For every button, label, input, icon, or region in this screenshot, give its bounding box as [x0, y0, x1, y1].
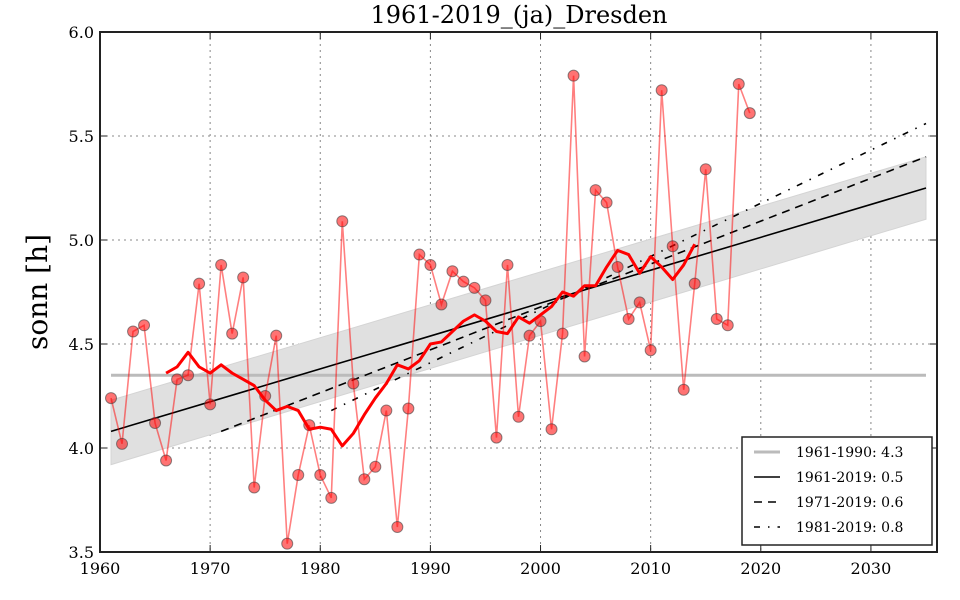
- x-tick-label: 2020: [740, 559, 781, 578]
- trend-lines: [110, 122, 927, 433]
- data-point: [589, 184, 602, 197]
- data-point: [105, 392, 118, 405]
- data-point: [237, 271, 250, 284]
- data-point: [479, 294, 492, 307]
- y-tick-label: 4.5: [69, 335, 94, 354]
- data-point: [699, 163, 712, 176]
- data-point: [688, 277, 701, 290]
- data-point: [622, 313, 635, 326]
- x-tick-label: 1990: [410, 559, 451, 578]
- data-point: [677, 383, 690, 396]
- axes-frame: [99, 31, 938, 553]
- trend-line-solid: [110, 187, 927, 433]
- x-tick-label: 1980: [300, 559, 341, 578]
- y-tick-label: 4.0: [69, 439, 94, 458]
- data-point: [281, 537, 294, 550]
- y-axis-label: sonn [h]: [21, 234, 54, 350]
- data-point: [270, 329, 283, 342]
- data-point: [204, 398, 217, 411]
- plot-frame: [99, 31, 938, 553]
- y-tick-label: 3.5: [69, 543, 94, 562]
- x-tick-label: 1960: [80, 559, 121, 578]
- confidence-band: [110, 156, 927, 466]
- data-point: [413, 248, 426, 261]
- data-point: [226, 327, 239, 340]
- data-point: [248, 481, 261, 494]
- x-tick-label: 1970: [190, 559, 231, 578]
- trend-line-dashed: [220, 156, 927, 433]
- legend-label: 1961-1990: 4.3: [796, 445, 903, 461]
- data-point: [490, 431, 503, 444]
- data-point: [567, 69, 580, 82]
- data-point: [501, 258, 514, 271]
- legend-box: [741, 436, 933, 546]
- data-point: [633, 296, 646, 309]
- data-point: [336, 215, 349, 228]
- data-point: [149, 417, 162, 430]
- chart-title: 1961-2019_(ja)_Dresden: [371, 1, 668, 29]
- data-point: [391, 521, 404, 534]
- data-point: [424, 258, 437, 271]
- legend: 1961-1990: 4.3 1961-2019: 0.5 1971-2019: 0…: [741, 436, 933, 546]
- data-point: [600, 196, 613, 209]
- data-point: [743, 107, 756, 120]
- data-point: [160, 454, 173, 467]
- rolling-mean-line: [165, 243, 697, 448]
- y-tick-label: 6.0: [69, 23, 94, 42]
- x-tick-label: 2010: [630, 559, 671, 578]
- data-point: [468, 281, 481, 294]
- data-point: [556, 327, 569, 340]
- legend-label: 1981-2019: 0.8: [796, 520, 903, 536]
- data-point: [655, 84, 668, 97]
- data-point: [138, 319, 151, 332]
- data-point: [182, 369, 195, 382]
- y-tick-label: 5.5: [69, 127, 94, 146]
- data-point: [215, 258, 228, 271]
- data-point: [523, 329, 536, 342]
- data-point: [578, 350, 591, 363]
- data-point: [127, 325, 140, 338]
- data-point: [116, 437, 129, 450]
- data-point: [193, 277, 206, 290]
- data-point: [380, 404, 393, 417]
- data-point: [512, 410, 525, 423]
- data-point: [358, 473, 371, 486]
- data-point: [732, 78, 745, 90]
- data-point: [710, 313, 723, 326]
- y-tick-label: 5.0: [69, 231, 94, 250]
- rolling-mean-series: [165, 243, 697, 448]
- x-axis: 1960 1970 1980 1990 2000 2010 2020 2030: [80, 32, 892, 578]
- data-point: [369, 460, 382, 473]
- data-point: [611, 261, 624, 274]
- legend-label: 1971-2019: 0.6: [796, 495, 904, 511]
- confidence-band-area: [110, 156, 927, 466]
- data-point: [545, 423, 558, 436]
- data-point: [325, 491, 338, 504]
- data-point: [347, 377, 360, 390]
- x-tick-label: 2000: [520, 559, 561, 578]
- data-point: [721, 319, 734, 332]
- data-point: [666, 240, 679, 253]
- data-point: [435, 298, 448, 311]
- x-tick-label: 2030: [851, 559, 892, 578]
- data-point: [171, 373, 184, 386]
- data-point: [314, 469, 327, 482]
- data-point: [644, 344, 657, 357]
- annual-series: [105, 69, 756, 550]
- legend-label: 1961-2019: 0.5: [796, 470, 903, 486]
- y-axis: 3.5 4.0 4.5 5.0 5.5 6.0: [69, 23, 937, 562]
- data-point: [457, 275, 470, 288]
- data-point: [292, 469, 305, 482]
- trend-line-dashdot: [330, 122, 927, 412]
- data-point: [402, 402, 415, 415]
- data-point: [446, 265, 459, 278]
